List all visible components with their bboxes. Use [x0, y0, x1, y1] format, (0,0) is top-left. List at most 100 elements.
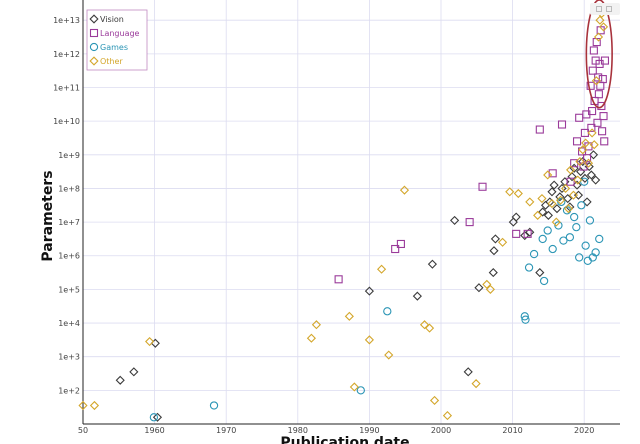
point-language: [600, 56, 610, 65]
point-other: [513, 188, 523, 199]
point-other: [589, 140, 599, 150]
toolbar-button-icon[interactable]: [596, 6, 602, 12]
series-other: [78, 8, 609, 421]
point-other: [566, 165, 576, 175]
y-tick-label: 1e+5: [58, 285, 80, 294]
point-vision: [364, 286, 374, 296]
point-other: [583, 158, 594, 168]
point-games: [543, 226, 552, 235]
y-tick-label: 1e+3: [58, 353, 80, 362]
point-other: [344, 311, 354, 321]
point-language: [583, 154, 592, 163]
point-vision: [547, 187, 557, 197]
point-language: [594, 90, 603, 99]
y-tick-label: 1e+9: [58, 151, 80, 160]
point-language: [586, 81, 595, 90]
point-other: [561, 183, 571, 194]
point-games: [520, 312, 529, 321]
point-other: [89, 400, 100, 411]
point-language: [523, 229, 532, 238]
point-vision: [152, 412, 163, 422]
point-language: [334, 275, 343, 284]
point-other: [555, 195, 566, 205]
point-other: [551, 217, 561, 227]
point-language: [600, 137, 609, 146]
y-tick-label: 1e+7: [58, 218, 80, 227]
toolbar-button-icon[interactable]: [606, 6, 612, 12]
point-games: [521, 315, 530, 324]
point-vision: [129, 367, 139, 377]
point-vision: [474, 283, 484, 293]
point-other: [485, 284, 495, 294]
point-games: [572, 222, 581, 232]
point-other: [598, 22, 609, 32]
point-vision: [463, 367, 473, 377]
point-other: [482, 279, 492, 289]
point-other: [424, 323, 435, 333]
point-vision: [535, 267, 545, 278]
point-language: [396, 239, 405, 249]
x-tick-label: 2000: [431, 426, 451, 435]
highlight-ellipse: [585, 0, 613, 109]
point-other: [581, 138, 591, 148]
point-games: [570, 212, 579, 222]
y-tick-label: 1e+11: [53, 83, 80, 92]
point-vision: [588, 150, 599, 160]
point-other: [568, 190, 579, 200]
point-language: [557, 120, 567, 129]
point-vision: [115, 375, 125, 385]
point-vision: [557, 183, 567, 194]
point-other: [587, 128, 597, 138]
legend-label-language: Language: [100, 29, 140, 38]
point-other: [593, 32, 604, 42]
point-vision: [586, 170, 596, 180]
x-tick-label: 1990: [359, 426, 379, 435]
point-games: [585, 216, 595, 225]
point-language: [579, 162, 588, 171]
y-tick-label: 1e+12: [53, 50, 80, 59]
point-vision: [582, 197, 592, 207]
point-games: [149, 413, 159, 422]
point-games: [356, 386, 365, 395]
y-tick-label: 1e+4: [58, 319, 80, 328]
point-games: [209, 401, 219, 410]
point-other: [573, 175, 583, 185]
x-tick-label: 2010: [502, 426, 522, 435]
point-vision: [525, 227, 535, 237]
point-other: [563, 204, 574, 214]
legend-marker-games: [89, 42, 99, 52]
x-axis-title: Publication date: [280, 435, 409, 444]
x-tick-labels: 50 1960 1970 1980 1990 2000 2010 2020: [78, 426, 594, 435]
point-language: [587, 123, 596, 132]
point-other: [578, 145, 588, 155]
y-tick-label: 1e+10: [53, 117, 80, 126]
point-other: [533, 210, 543, 220]
point-vision: [567, 172, 577, 182]
point-language: [465, 218, 474, 227]
point-language: [391, 244, 400, 254]
point-other: [537, 193, 547, 204]
point-other: [595, 15, 605, 25]
point-other: [384, 350, 394, 360]
point-language: [597, 101, 606, 111]
point-vision: [488, 267, 498, 278]
x-tick-label: 2020: [574, 426, 594, 435]
chart-toolbar[interactable]: [590, 3, 620, 15]
point-other: [429, 395, 440, 406]
y-axis-title: Parameters: [40, 170, 56, 261]
point-language: [572, 137, 582, 146]
point-vision: [549, 180, 559, 190]
point-other: [505, 187, 515, 197]
point-vision: [580, 173, 590, 183]
x-tick-label: 1960: [144, 426, 164, 435]
point-language: [535, 125, 544, 134]
legend-marker-vision: [89, 14, 99, 24]
point-language: [589, 46, 598, 55]
point-games: [383, 307, 392, 316]
point-games: [577, 201, 586, 210]
point-games: [591, 248, 600, 257]
legend-label-other: Other: [100, 57, 123, 66]
point-vision: [563, 193, 573, 204]
x-tick-label: 50: [78, 426, 88, 435]
